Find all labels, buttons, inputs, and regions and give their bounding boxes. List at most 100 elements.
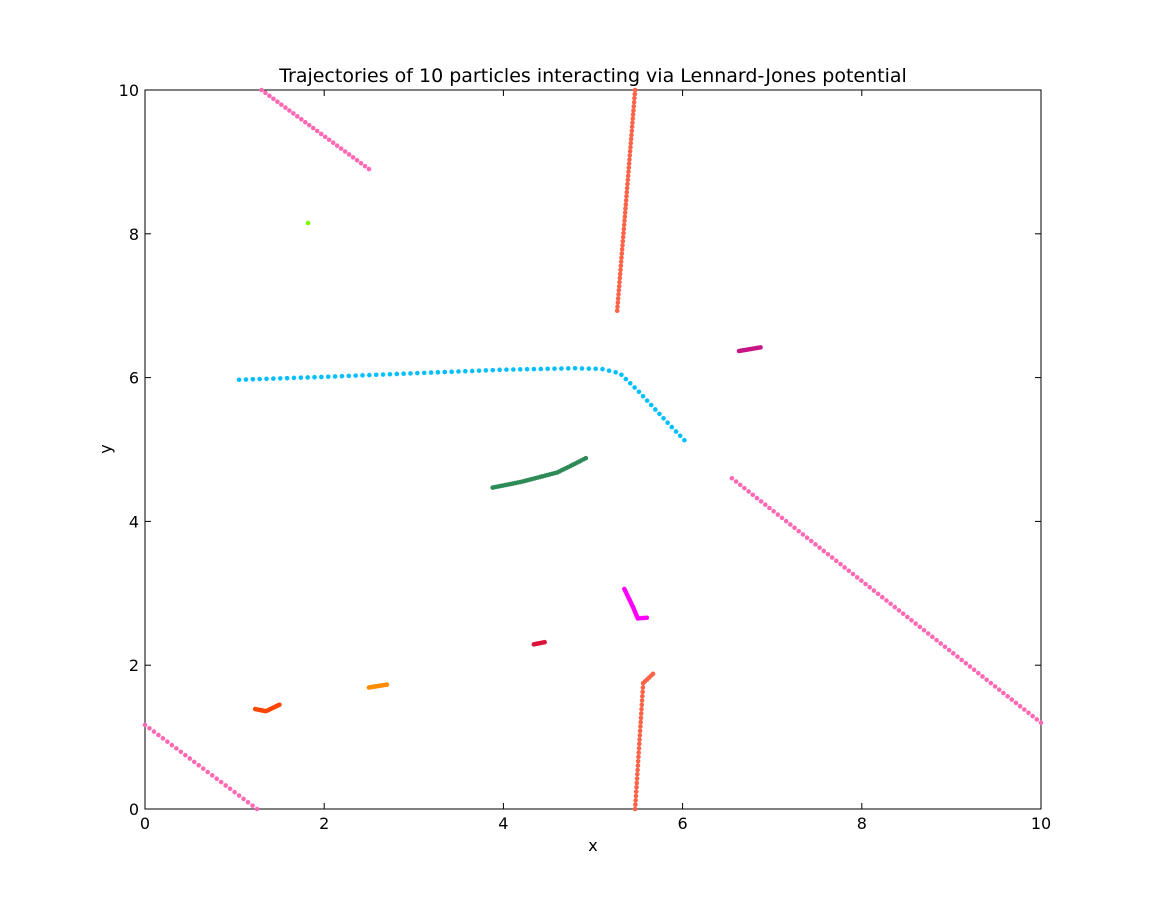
y-tick-label: 10 bbox=[119, 81, 139, 100]
trajectory-point bbox=[200, 766, 206, 771]
trajectory-point bbox=[254, 806, 260, 812]
trajectory-point bbox=[648, 402, 654, 408]
chart-title: Trajectories of 10 particles interacting… bbox=[278, 65, 907, 87]
trajectory-point bbox=[682, 437, 687, 443]
trajectory-point bbox=[652, 407, 658, 412]
trajectory-point bbox=[542, 639, 547, 645]
trajectory-point bbox=[342, 149, 348, 154]
trajectory-point bbox=[387, 371, 393, 377]
trajectory-point bbox=[401, 371, 406, 376]
trajectory-point bbox=[284, 375, 290, 381]
trajectory-point bbox=[632, 806, 638, 812]
trajectory-point bbox=[630, 120, 635, 125]
trajectory-point bbox=[635, 771, 640, 777]
trajectory-point bbox=[408, 371, 413, 376]
trajectory-point bbox=[619, 255, 624, 260]
trajectory-point bbox=[644, 615, 650, 621]
trajectory-point bbox=[796, 528, 802, 534]
trajectory-point bbox=[497, 367, 502, 373]
trajectory-point bbox=[627, 153, 633, 158]
trajectory-point bbox=[183, 752, 188, 758]
trajectory-point bbox=[913, 621, 918, 626]
trajectory-point bbox=[483, 368, 489, 373]
trajectory-point bbox=[622, 214, 628, 220]
x-tick-label: 10 bbox=[1031, 814, 1051, 833]
trajectory-point bbox=[850, 571, 856, 577]
trajectory-point bbox=[623, 376, 629, 382]
trajectory-point bbox=[517, 367, 523, 372]
trajectory-point bbox=[291, 375, 297, 381]
trajectory-point bbox=[241, 796, 246, 802]
trajectory-point bbox=[959, 657, 964, 663]
trajectory-point bbox=[1009, 697, 1015, 702]
trajectory-point bbox=[640, 685, 646, 690]
trajectory-point bbox=[842, 565, 847, 570]
trajectory-point bbox=[854, 575, 860, 580]
trajectory-point bbox=[298, 375, 304, 380]
trajectory-point bbox=[302, 119, 308, 125]
trajectory-point bbox=[992, 684, 998, 689]
tick-labels: 0 2 4 6 8 10 0 2 4 6 8 10 bbox=[119, 81, 1052, 833]
trajectory-point bbox=[326, 137, 332, 143]
trajectory-point bbox=[545, 366, 550, 372]
trajectory-point bbox=[859, 578, 864, 583]
trajectory-point bbox=[299, 116, 304, 122]
trajectory-point bbox=[625, 181, 630, 187]
trajectory-point bbox=[236, 377, 242, 383]
trajectory-point bbox=[463, 368, 468, 374]
trajectory-point bbox=[639, 706, 644, 712]
trajectory-point bbox=[673, 429, 679, 434]
trajectory-point bbox=[631, 99, 637, 105]
trajectory-point bbox=[227, 786, 233, 792]
trajectory-point bbox=[636, 750, 642, 755]
y-tick-label: 4 bbox=[129, 512, 139, 531]
trajectory-point bbox=[634, 776, 640, 781]
trajectory-point bbox=[942, 644, 948, 650]
trajectory-point bbox=[277, 376, 283, 381]
trajectory-point bbox=[283, 105, 288, 110]
trajectory-point bbox=[909, 618, 914, 623]
y-tick-label: 0 bbox=[129, 800, 139, 819]
trajectory-point bbox=[632, 95, 637, 101]
trajectory-point bbox=[271, 376, 276, 381]
trajectory-point bbox=[631, 104, 637, 109]
trajectory-point bbox=[669, 424, 675, 430]
trajectory-point bbox=[627, 157, 632, 162]
trajectory-point bbox=[632, 91, 638, 97]
trajectory-point bbox=[295, 114, 300, 119]
trajectory-point bbox=[788, 522, 793, 527]
trajectory-point bbox=[628, 136, 634, 142]
trajectory-point bbox=[257, 376, 262, 382]
trajectory-point bbox=[325, 374, 331, 380]
trajectory-point bbox=[632, 385, 637, 390]
trajectory-point bbox=[779, 515, 785, 521]
trajectory-point bbox=[626, 165, 632, 170]
trajectory-point bbox=[583, 455, 589, 461]
trajectory-point bbox=[637, 728, 643, 734]
trajectory-point bbox=[626, 161, 632, 166]
y-tick-label: 2 bbox=[129, 656, 139, 675]
trajectory-point bbox=[1001, 690, 1006, 696]
trajectory-point bbox=[650, 671, 656, 677]
trajectory-point bbox=[821, 548, 827, 554]
x-axis-label: x bbox=[588, 836, 597, 855]
trajectory-point bbox=[635, 758, 641, 764]
trajectory-point bbox=[618, 267, 623, 273]
trajectory-point bbox=[640, 689, 645, 695]
trajectory-point bbox=[863, 581, 868, 587]
trajectory-point bbox=[223, 783, 228, 788]
trajectory-point bbox=[394, 371, 400, 377]
trajectory-point bbox=[615, 304, 620, 309]
trajectory-point bbox=[665, 420, 670, 426]
trajectory-point bbox=[661, 416, 666, 421]
trajectory-point bbox=[621, 222, 627, 228]
trajectory-point bbox=[263, 90, 268, 96]
trajectory-point bbox=[245, 799, 251, 805]
trajectory-point bbox=[552, 366, 557, 371]
trajectory-point bbox=[559, 366, 564, 371]
trajectory-point bbox=[618, 263, 624, 269]
trajectory-point bbox=[622, 210, 628, 215]
trajectory-point bbox=[634, 785, 639, 790]
trajectory-point bbox=[633, 789, 639, 794]
trajectory-point bbox=[330, 140, 336, 146]
